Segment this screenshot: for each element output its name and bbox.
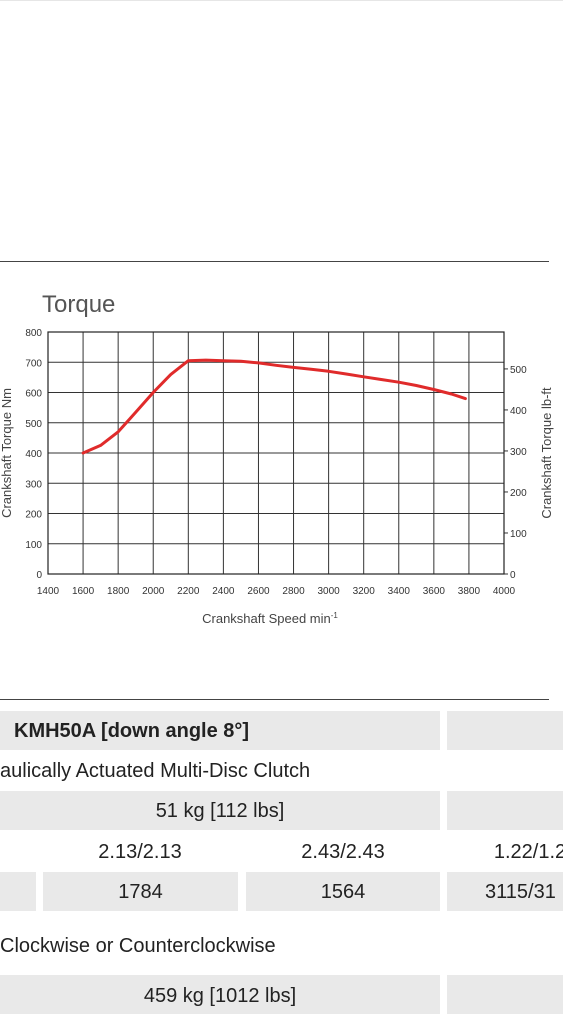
x-tick-label: 1800 [107, 586, 130, 597]
x-axis-label: Crankshaft Speed min-1 [202, 611, 338, 626]
blank-page-area [0, 0, 563, 262]
x-tick-label: 2800 [282, 586, 305, 597]
x-tick-label: 1400 [37, 586, 60, 597]
chart-series [81, 358, 467, 455]
top-hairline [0, 0, 563, 1]
x-tick-label: 1600 [72, 586, 95, 597]
y-tick-label-right: 400 [510, 406, 527, 417]
y-tick-label-left: 0 [36, 570, 42, 581]
weight-total-cell: 459 kg [1012 lbs] [0, 975, 440, 1014]
chart-labels: Crankshaft Speed min-1 Crankshaft Torque… [0, 328, 554, 626]
weight-dry-cell: 51 kg [112 lbs] [0, 791, 440, 830]
ratio-2: 2.43/2.43 [301, 840, 385, 863]
ratio-3: 1.22/1.2 [493, 840, 563, 863]
y-tick-label-right: 500 [510, 365, 527, 376]
value-3-cell: 3115/31 [447, 872, 563, 911]
ratio-1: 2.13/2.13 [98, 840, 182, 863]
model-label-cell: KMH50A [down angle 8°] [0, 711, 440, 750]
y-tick-label-left: 400 [25, 449, 42, 460]
weight-total-extra-cell [447, 975, 563, 1014]
x-tick-label: 3800 [458, 586, 481, 597]
chart-title: Torque [42, 291, 115, 318]
y-tick-label-left: 700 [25, 358, 42, 369]
x-tick-label: 2000 [142, 586, 165, 597]
plot-frame [47, 331, 505, 575]
clutch-text: aulically Actuated Multi-Disc Clutch [0, 759, 311, 782]
x-tick-label: 3200 [353, 586, 376, 597]
y-axis-label-right: Crankshaft Torque lb-ft [539, 387, 554, 519]
y-tick-label-left: 300 [25, 479, 42, 490]
chart-top-divider [0, 261, 549, 262]
y-tick-label-left: 500 [25, 419, 42, 430]
x-tick-label: 2200 [177, 586, 200, 597]
y-tick-label-right: 0 [510, 570, 516, 581]
y-axis-label-left: Crankshaft Torque Nm [0, 388, 14, 518]
model-extra-cell [447, 711, 563, 750]
weight-dry-extra-cell [447, 791, 563, 830]
torque-curve [81, 358, 467, 455]
torque-chart: Torque Crankshaft Speed min-1 Crankshaft… [0, 291, 554, 626]
table-top-divider [0, 699, 549, 700]
x-tick-label: 3400 [388, 586, 411, 597]
y-tick-label-right: 300 [510, 447, 527, 458]
x-tick-label: 2400 [212, 586, 235, 597]
x-tick-label: 2600 [247, 586, 270, 597]
x-tick-label: 3600 [423, 586, 446, 597]
y-tick-label-left: 100 [25, 540, 42, 551]
x-tick-label: 4000 [493, 586, 516, 597]
chart-grid [47, 331, 505, 575]
rotation-text: Clockwise or Counterclockwise [0, 934, 276, 957]
x-tick-label: 3000 [317, 586, 340, 597]
chart-axes [47, 331, 508, 575]
y-tick-label-left: 600 [25, 389, 42, 400]
value-2-cell: 1564 [246, 872, 440, 911]
value-1-cell: 1784 [43, 872, 238, 911]
y-tick-label-left: 800 [25, 328, 42, 339]
y-tick-label-right: 100 [510, 529, 527, 540]
y-tick-label-right: 200 [510, 488, 527, 499]
value-label-cell [0, 872, 36, 911]
y-tick-label-left: 200 [25, 510, 42, 521]
